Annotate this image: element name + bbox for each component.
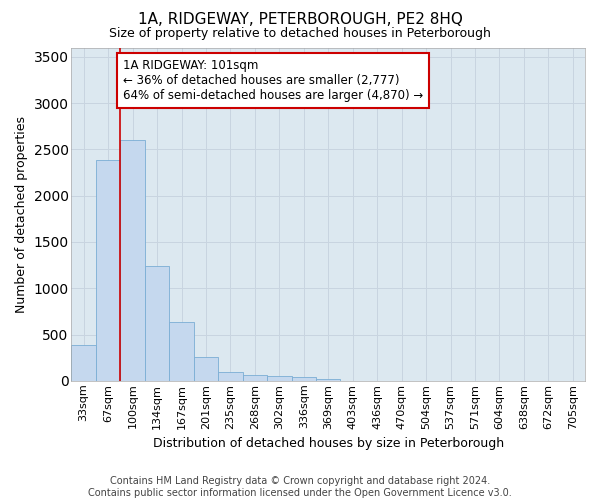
Bar [194, 358, 218, 381]
Bar [145, 266, 169, 381]
Bar [267, 376, 292, 381]
X-axis label: Distribution of detached houses by size in Peterborough: Distribution of detached houses by size … [152, 437, 504, 450]
Bar [121, 140, 145, 381]
Bar [242, 376, 267, 381]
Bar [71, 345, 96, 381]
Text: Contains HM Land Registry data © Crown copyright and database right 2024.
Contai: Contains HM Land Registry data © Crown c… [88, 476, 512, 498]
Text: 1A, RIDGEWAY, PETERBOROUGH, PE2 8HQ: 1A, RIDGEWAY, PETERBOROUGH, PE2 8HQ [137, 12, 463, 28]
Text: 1A RIDGEWAY: 101sqm
← 36% of detached houses are smaller (2,777)
64% of semi-det: 1A RIDGEWAY: 101sqm ← 36% of detached ho… [124, 58, 424, 102]
Bar [96, 160, 121, 381]
Y-axis label: Number of detached properties: Number of detached properties [15, 116, 28, 312]
Text: Size of property relative to detached houses in Peterborough: Size of property relative to detached ho… [109, 28, 491, 40]
Bar [316, 378, 340, 381]
Bar [292, 376, 316, 381]
Bar [169, 322, 194, 381]
Bar [218, 372, 242, 381]
